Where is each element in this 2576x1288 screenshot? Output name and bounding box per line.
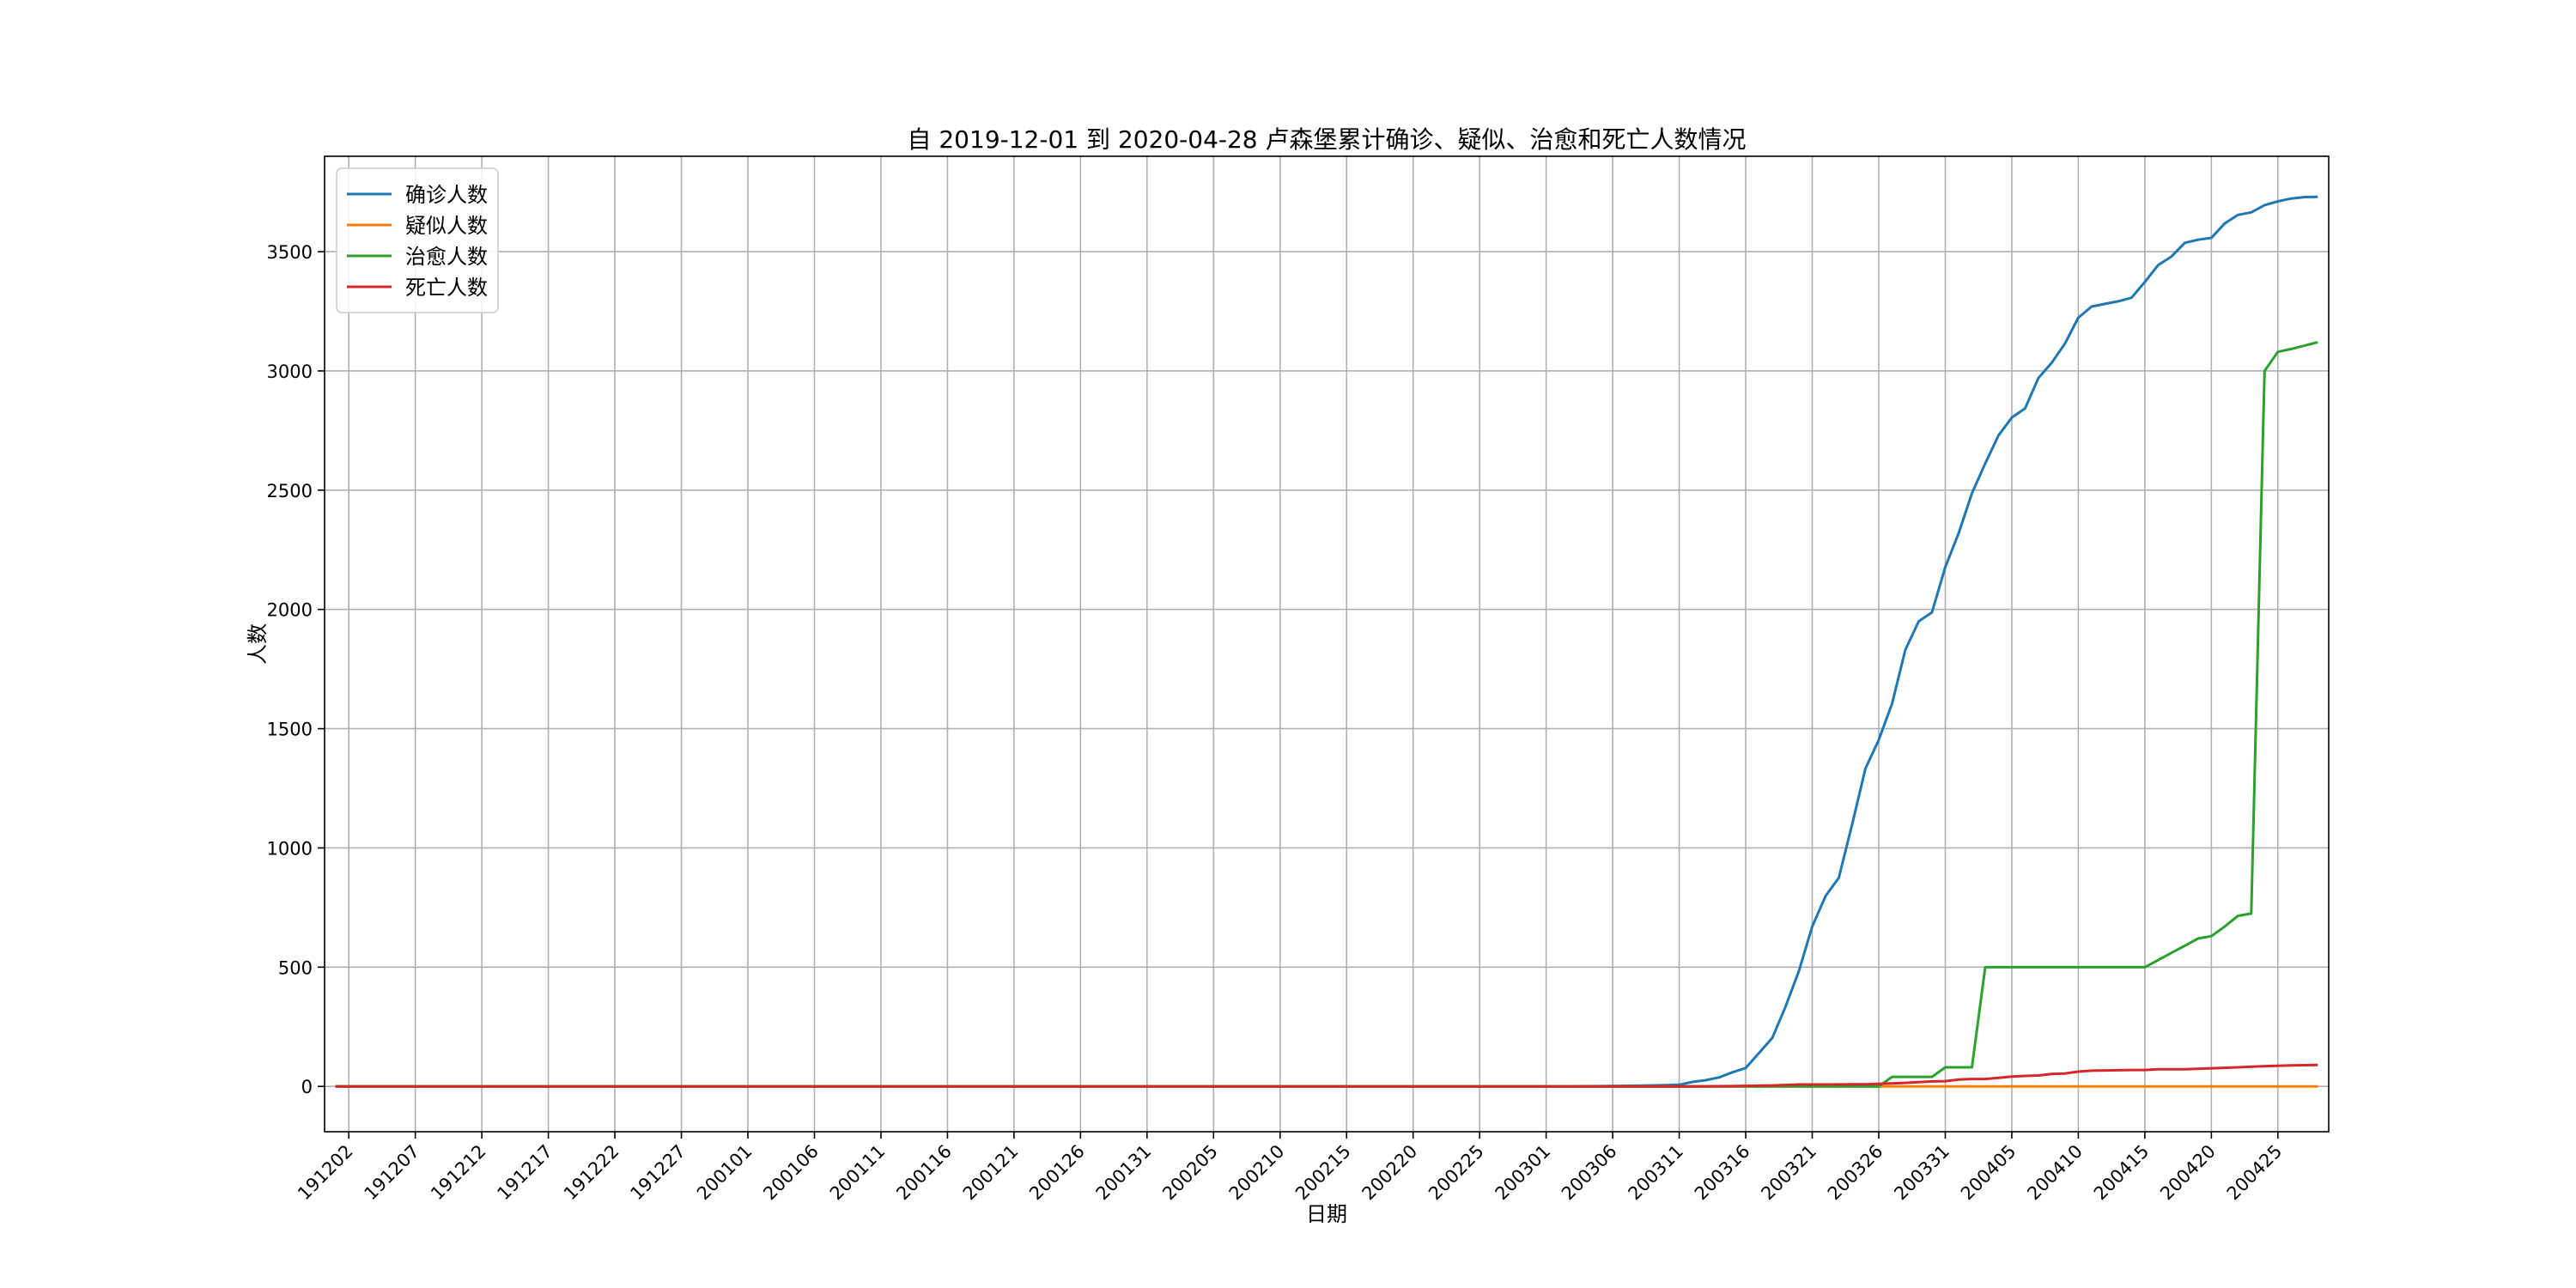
x-tick-label: 200121 [959, 1141, 1023, 1205]
x-tick-label: 200306 [1558, 1141, 1621, 1205]
x-tick-label: 200205 [1158, 1141, 1222, 1205]
legend-label: 死亡人数 [405, 276, 488, 300]
x-tick-label: 200101 [693, 1141, 756, 1205]
x-tick-label: 200331 [1890, 1141, 1953, 1205]
x-tick-label: 200420 [2156, 1141, 2220, 1205]
y-tick-label: 1000 [267, 838, 313, 859]
x-tick-label: 200116 [892, 1141, 956, 1205]
x-tick-label: 200410 [2023, 1141, 2087, 1205]
x-tick-label: 200425 [2223, 1141, 2287, 1205]
y-tick-label: 0 [301, 1077, 313, 1097]
y-tick-label: 2500 [267, 481, 313, 501]
y-tick-label: 3000 [267, 361, 313, 382]
x-tick-label: 200316 [1691, 1141, 1754, 1205]
x-tick-label: 200311 [1624, 1141, 1687, 1205]
series-line-2 [335, 341, 2318, 1088]
y-tick-label: 1500 [267, 720, 313, 740]
grid-layer [325, 156, 2329, 1132]
x-axis-label: 日期 [1306, 1202, 1347, 1226]
y-tick-label: 3500 [267, 242, 313, 263]
x-tick-label: 191227 [626, 1141, 690, 1205]
x-tick-label: 200210 [1225, 1141, 1289, 1205]
x-tick-label: 200111 [826, 1141, 890, 1205]
ticks-layer: 0 500 1000 1500 2000 2500 3000 3500 191202 191207… [267, 242, 2287, 1204]
x-tick-label: 191202 [294, 1141, 357, 1205]
x-tick-label: 200220 [1358, 1141, 1422, 1205]
x-tick-label: 200415 [2090, 1141, 2154, 1205]
x-tick-label: 200405 [1957, 1141, 2020, 1205]
x-tick-label: 200126 [1025, 1141, 1089, 1205]
x-tick-label: 200106 [759, 1141, 823, 1205]
y-tick-label: 500 [278, 957, 313, 978]
series-line-3 [335, 1063, 2318, 1088]
x-tick-label: 191207 [361, 1141, 424, 1205]
x-tick-label: 200301 [1492, 1141, 1555, 1205]
x-tick-label: 200326 [1824, 1141, 1887, 1205]
series-layer [335, 195, 2318, 1088]
x-tick-label: 191222 [560, 1141, 623, 1205]
series-line-0 [335, 195, 2318, 1088]
x-tick-label: 191212 [427, 1141, 490, 1205]
x-tick-label: 200215 [1291, 1141, 1355, 1205]
x-tick-label: 200225 [1425, 1141, 1488, 1205]
plot-frame [324, 155, 2330, 1133]
legend-box [336, 167, 499, 313]
legend-label: 疑似人数 [405, 214, 488, 238]
y-axis-label: 人数 [246, 623, 270, 665]
legend-label: 治愈人数 [405, 245, 488, 269]
x-tick-label: 200131 [1092, 1141, 1156, 1205]
x-tick-label: 191217 [493, 1141, 556, 1205]
legend-label: 确诊人数 [405, 183, 488, 207]
x-tick-label: 200321 [1757, 1141, 1820, 1205]
y-tick-label: 2000 [267, 600, 313, 621]
chart-title: 自 2019-12-01 到 2020-04-28 卢森堡累计确诊、疑似、治愈和… [907, 125, 1746, 154]
